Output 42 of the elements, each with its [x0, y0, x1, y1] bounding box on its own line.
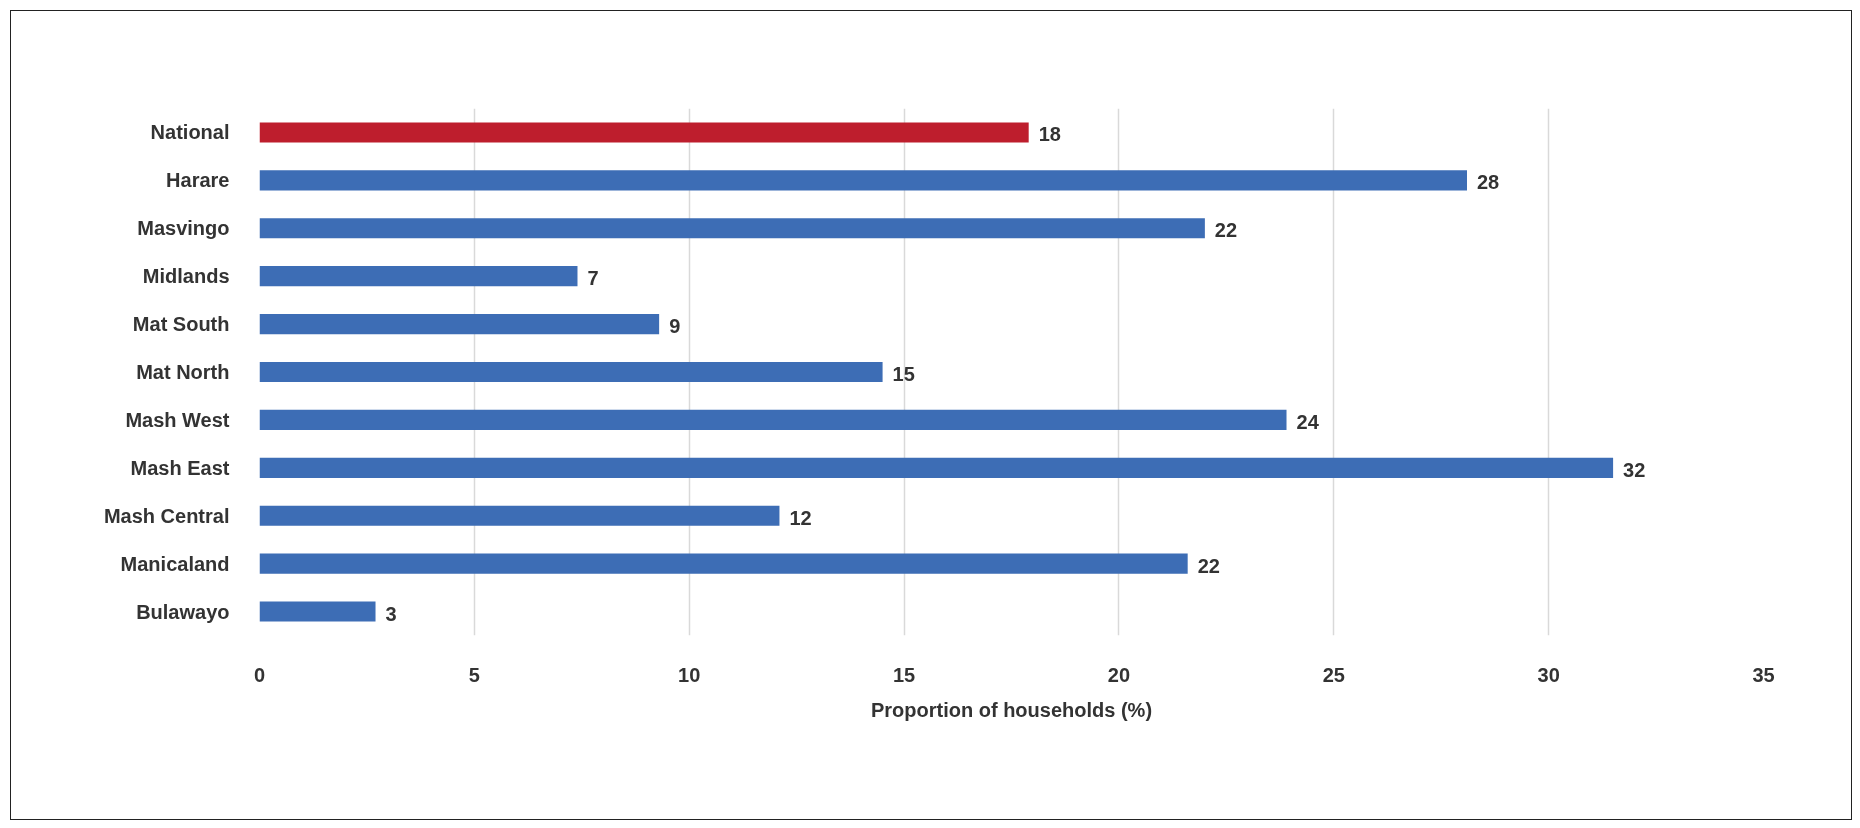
data-label: 9 — [669, 315, 681, 338]
x-tick-label: 30 — [1537, 663, 1560, 686]
bar — [259, 361, 883, 383]
x-axis-title: Proportion of households (%) — [870, 698, 1153, 721]
bar — [259, 266, 578, 287]
bar — [259, 218, 1205, 239]
bar — [259, 122, 1029, 143]
data-label: 3 — [385, 602, 397, 625]
data-label: 7 — [587, 267, 599, 290]
data-label: 15 — [892, 363, 915, 385]
y-tick-label: Mash Central — [103, 504, 230, 527]
x-tick-label: 5 — [468, 663, 480, 686]
bar — [259, 457, 1614, 478]
x-tick-label: 35 — [1752, 663, 1775, 686]
x-tick-label: 15 — [892, 663, 916, 686]
x-tick-label: 25 — [1322, 663, 1345, 686]
bar — [259, 170, 1467, 191]
bar — [259, 505, 780, 526]
data-label: 28 — [1477, 171, 1500, 194]
data-label: 18 — [1038, 123, 1061, 146]
data-label: 24 — [1296, 410, 1320, 433]
y-tick-label: Harare — [166, 169, 230, 192]
bar — [259, 314, 660, 335]
y-tick-label: Midlands — [142, 265, 230, 288]
y-tick-label: Mat North — [136, 361, 230, 383]
data-label: 22 — [1197, 554, 1220, 577]
y-tick-label: Bulawayo — [136, 600, 230, 623]
x-tick-label: 20 — [1107, 663, 1131, 686]
bar — [259, 553, 1188, 574]
y-tick-label: Mash East — [130, 456, 230, 479]
data-label: 22 — [1214, 219, 1238, 242]
y-tick-label: Mash West — [125, 408, 230, 431]
y-tick-label: Masvingo — [137, 217, 230, 240]
bar — [259, 409, 1287, 430]
y-tick-label: National — [150, 121, 230, 144]
x-tick-label: 0 — [253, 663, 266, 686]
bar — [259, 601, 376, 622]
data-label: 32 — [1623, 458, 1646, 481]
data-label: 12 — [789, 506, 812, 529]
y-tick-label: Mat South — [132, 313, 230, 336]
y-tick-label: Manicaland — [120, 552, 230, 575]
x-tick-label: 10 — [678, 663, 701, 686]
